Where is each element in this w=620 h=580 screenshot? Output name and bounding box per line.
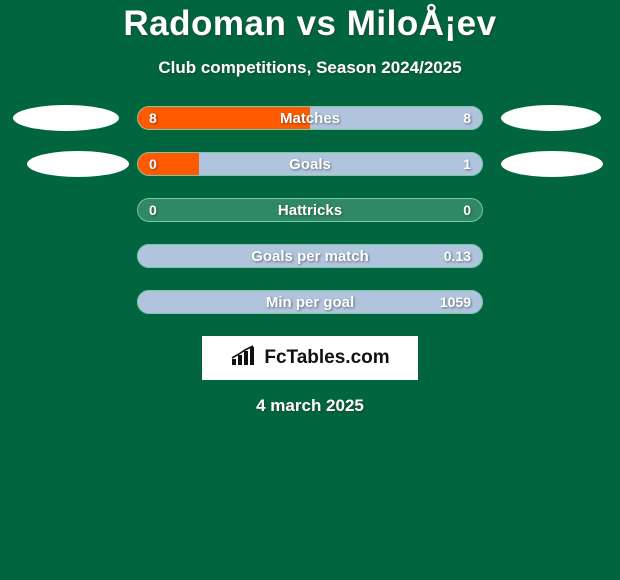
stat-row-gpm: Goals per match0.13 (0, 244, 620, 268)
stat-right-value: 0.13 (444, 244, 471, 268)
stat-rows: Matches88Goals01Hattricks00Goals per mat… (0, 106, 620, 314)
stat-row-mpg: Min per goal1059 (0, 290, 620, 314)
stat-label: Goals per match (137, 244, 483, 268)
stat-right-value: 1 (463, 152, 471, 176)
stat-left-value: 0 (149, 152, 157, 176)
barchart-icon (230, 345, 258, 372)
subtitle: Club competitions, Season 2024/2025 (0, 58, 620, 78)
stat-left-value: 8 (149, 106, 157, 130)
stat-row-hattricks: Hattricks0 0 (0, 198, 620, 222)
stat-label: Hattricks (137, 198, 483, 222)
stat-bar: Matches8 8 (137, 106, 483, 130)
logo-text: FcTables.com (264, 347, 389, 369)
logo-box: FcTables.com (202, 336, 418, 380)
stat-bar: Goals0 1 (137, 152, 483, 176)
stat-left-value: 0 (149, 198, 157, 222)
stat-row-goals: Goals0 1 (0, 152, 620, 176)
infographic: Radoman vs MiloÅ¡ev Club competitions, S… (0, 0, 620, 416)
stat-right-value: 0 (463, 198, 471, 222)
right-ellipse-icon (501, 151, 603, 177)
page-title: Radoman vs MiloÅ¡ev (0, 4, 620, 44)
stat-bar: Goals per match0.13 (137, 244, 483, 268)
stat-right-value: 1059 (440, 290, 471, 314)
stat-label: Goals (137, 152, 483, 176)
stat-bar: Hattricks0 0 (137, 198, 483, 222)
date: 4 march 2025 (0, 396, 620, 416)
stat-row-matches: Matches8 8 (0, 106, 620, 130)
right-ellipse-icon (501, 105, 601, 131)
stat-label: Min per goal (137, 290, 483, 314)
left-ellipse-icon (27, 151, 129, 177)
stat-right-value: 8 (463, 106, 471, 130)
stat-label: Matches (137, 106, 483, 130)
stat-bar: Min per goal1059 (137, 290, 483, 314)
left-ellipse-icon (13, 105, 119, 131)
